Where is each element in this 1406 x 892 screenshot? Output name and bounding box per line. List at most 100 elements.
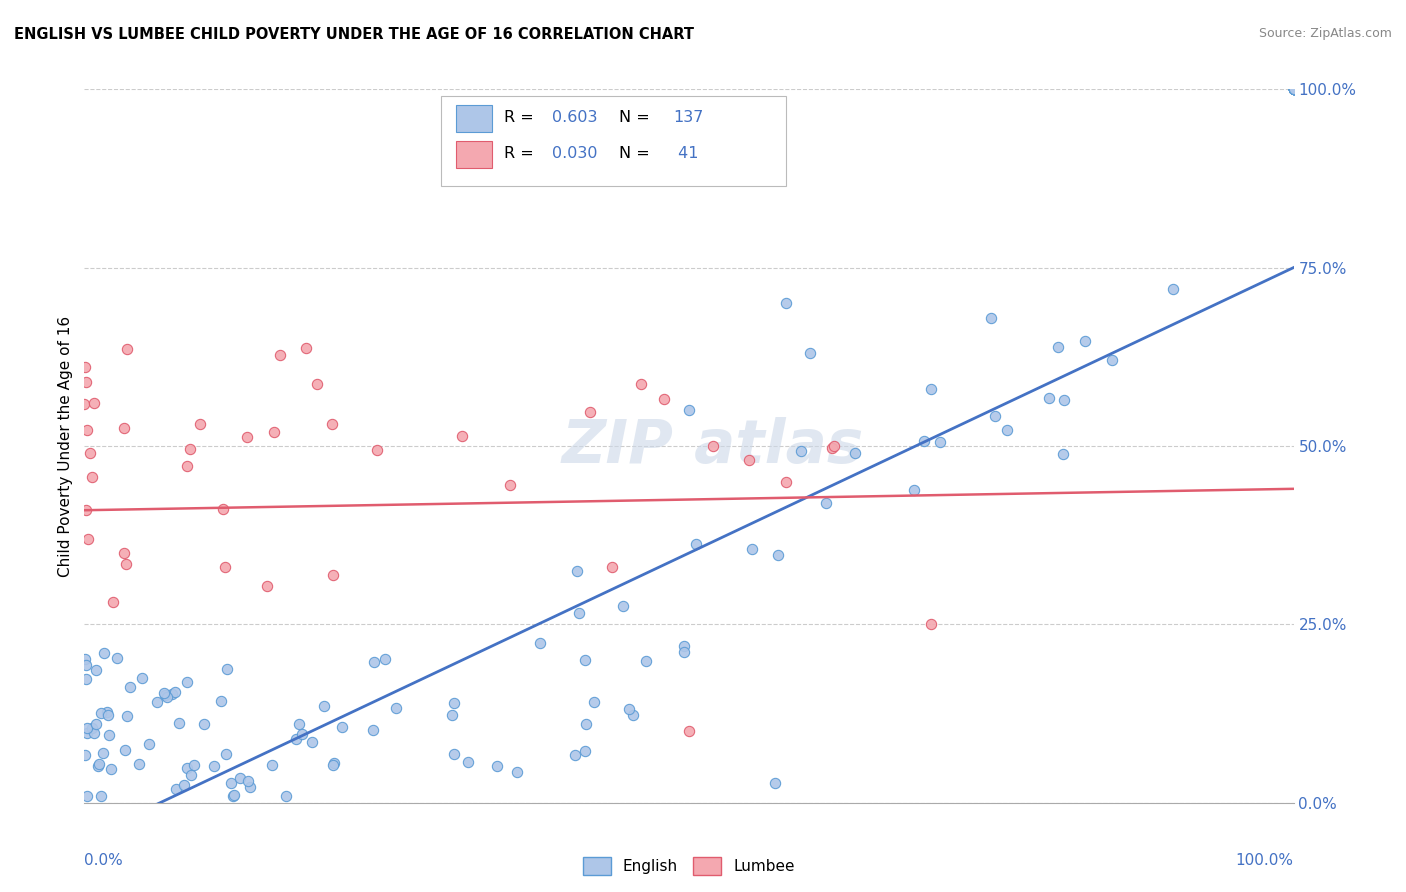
Point: [685, 537, 707, 551]
Legend: English, Lumbee: English, Lumbee: [576, 851, 801, 880]
Point: [180, 768, 202, 782]
Point: [821, 441, 844, 455]
Text: 41: 41: [673, 146, 699, 161]
Point: [1282, 82, 1305, 96]
Y-axis label: Child Poverty Under the Age of 16: Child Poverty Under the Age of 16: [58, 316, 73, 576]
Point: [1046, 340, 1069, 354]
Point: [995, 423, 1018, 437]
Point: [176, 458, 198, 473]
Point: [301, 735, 323, 749]
Point: [118, 680, 141, 694]
Point: [567, 564, 589, 578]
Text: R =: R =: [503, 111, 538, 125]
Point: [212, 502, 235, 516]
Point: [1282, 82, 1305, 96]
Point: [262, 758, 284, 772]
Point: [443, 696, 465, 710]
Point: [80, 722, 103, 736]
Point: [583, 695, 606, 709]
Text: ZIP atlas: ZIP atlas: [562, 417, 865, 475]
Point: [912, 434, 935, 448]
Point: [1074, 334, 1097, 349]
Point: [103, 595, 125, 609]
FancyBboxPatch shape: [456, 105, 492, 132]
Point: [84, 663, 107, 677]
Point: [574, 744, 596, 758]
Point: [617, 702, 640, 716]
Point: [1282, 82, 1305, 96]
Point: [76, 532, 98, 546]
Point: [215, 662, 238, 676]
Point: [160, 687, 183, 701]
Point: [165, 781, 187, 796]
Point: [374, 652, 396, 666]
Point: [443, 747, 465, 762]
Point: [678, 724, 700, 739]
Point: [499, 478, 522, 492]
Point: [105, 651, 128, 665]
Text: 0.603: 0.603: [553, 111, 598, 125]
Point: [76, 721, 98, 735]
Point: [204, 758, 226, 772]
Point: [209, 694, 232, 708]
Point: [574, 653, 596, 667]
Point: [1282, 82, 1305, 96]
Point: [269, 348, 291, 362]
Point: [115, 342, 138, 356]
Point: [256, 579, 278, 593]
Point: [112, 546, 135, 560]
Point: [1282, 82, 1305, 96]
Point: [654, 168, 676, 182]
Point: [321, 417, 343, 431]
Point: [221, 776, 243, 790]
Point: [188, 417, 211, 431]
Text: 0.0%: 0.0%: [84, 853, 124, 868]
Point: [564, 747, 586, 762]
Point: [153, 685, 176, 699]
Point: [763, 776, 786, 790]
Point: [236, 430, 259, 444]
Text: N =: N =: [619, 146, 655, 161]
Point: [173, 778, 195, 792]
Point: [1282, 82, 1305, 96]
Point: [75, 658, 97, 673]
Point: [980, 310, 1002, 325]
Point: [568, 606, 591, 620]
Point: [1038, 392, 1060, 406]
Point: [82, 470, 104, 484]
Point: [179, 442, 201, 456]
Point: [1282, 82, 1305, 96]
Text: N =: N =: [619, 111, 655, 125]
Point: [815, 496, 838, 510]
Point: [285, 731, 308, 746]
Point: [75, 376, 97, 390]
FancyBboxPatch shape: [441, 96, 786, 186]
Point: [89, 757, 111, 772]
Point: [1282, 82, 1305, 96]
Point: [112, 420, 135, 434]
Point: [612, 599, 634, 614]
Point: [920, 617, 942, 632]
Point: [768, 548, 790, 562]
Point: [330, 720, 353, 734]
Point: [176, 761, 198, 775]
Point: [75, 672, 97, 686]
Point: [131, 671, 153, 685]
Point: [1053, 392, 1076, 407]
Point: [1282, 82, 1305, 96]
Point: [799, 346, 821, 360]
Point: [485, 759, 508, 773]
Point: [73, 397, 96, 411]
Point: [76, 789, 98, 803]
Point: [1101, 353, 1123, 368]
Point: [1282, 82, 1305, 96]
Point: [506, 764, 529, 779]
Point: [738, 453, 761, 467]
Point: [128, 757, 150, 772]
Point: [312, 698, 335, 713]
Point: [100, 762, 122, 776]
Point: [276, 789, 298, 803]
Point: [114, 743, 136, 757]
Point: [222, 789, 245, 803]
Point: [366, 443, 388, 458]
